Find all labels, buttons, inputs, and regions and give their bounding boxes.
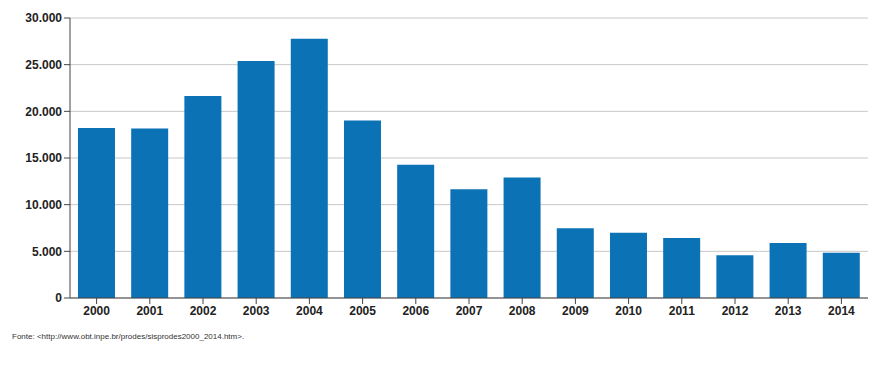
svg-text:2000: 2000 bbox=[83, 304, 110, 318]
svg-text:30.000: 30.000 bbox=[25, 11, 62, 25]
svg-text:10.000: 10.000 bbox=[25, 198, 62, 212]
svg-text:2006: 2006 bbox=[402, 304, 429, 318]
svg-text:2005: 2005 bbox=[349, 304, 376, 318]
svg-text:2010: 2010 bbox=[615, 304, 642, 318]
svg-text:2008: 2008 bbox=[509, 304, 536, 318]
svg-text:2004: 2004 bbox=[296, 304, 323, 318]
svg-text:2002: 2002 bbox=[190, 304, 217, 318]
svg-text:5.000: 5.000 bbox=[32, 245, 62, 259]
svg-text:25.000: 25.000 bbox=[25, 58, 62, 72]
svg-text:2012: 2012 bbox=[722, 304, 749, 318]
svg-text:20.000: 20.000 bbox=[25, 105, 62, 119]
svg-text:2001: 2001 bbox=[136, 304, 163, 318]
svg-text:2003: 2003 bbox=[243, 304, 270, 318]
svg-text:2011: 2011 bbox=[669, 304, 695, 318]
html-text:Fonte: <http://www.obt.inpe.br: Fonte: <http://www.obt.inpe.br/prodes/si… bbox=[12, 332, 245, 341]
svg-text:2009: 2009 bbox=[562, 304, 589, 318]
svg-text:2007: 2007 bbox=[456, 304, 483, 318]
svg-text:2014: 2014 bbox=[828, 304, 855, 318]
svg-text:15.000: 15.000 bbox=[25, 151, 62, 165]
svg-text:2013: 2013 bbox=[775, 304, 802, 318]
svg-text:0: 0 bbox=[55, 291, 62, 305]
